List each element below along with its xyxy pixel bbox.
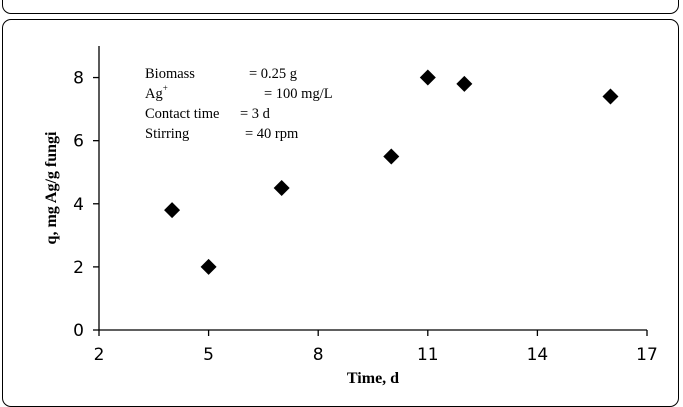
y-tick-label: 6 [73,132,84,152]
x-tick-label: 14 [527,345,549,365]
x-tick-label: 17 [636,345,658,365]
annotation-contact-time-value: = 3 d [240,106,271,122]
data-point-diamond [602,88,619,105]
y-tick-label: 4 [73,195,84,215]
data-point-diamond [419,69,436,86]
data-points [164,69,619,275]
x-tick-label: 8 [313,345,324,365]
y-ticks: 0 2 4 6 8 [73,69,99,341]
y-axis-title: q, mg Ag/g fungi [43,131,60,244]
data-point-diamond [456,75,473,92]
data-point-diamond [164,202,181,219]
annotation-stirring-label: Stirring [145,126,189,142]
annotation-ag-text: Ag [145,86,163,102]
annotation-box: Biomass = 0.25 g Ag+ = 100 mg/L Contact … [145,66,333,142]
x-ticks: 2 5 8 11 14 17 [94,330,658,365]
data-point-diamond [200,258,217,275]
annotation-ag-label: Ag+ [145,83,168,102]
y-tick-label: 2 [73,258,84,278]
annotation-ag-value: = 100 mg/L [264,86,333,102]
annotation-stirring-value: = 40 rpm [245,126,299,142]
y-tick-label: 8 [73,69,84,89]
annotation-ag-superscript: + [163,83,168,93]
axes [98,46,647,331]
top-panel-border [2,0,679,14]
annotation-contact-time-label: Contact time [145,106,220,122]
x-tick-label: 11 [417,345,439,365]
annotation-biomass-value: = 0.25 g [249,66,297,82]
data-point-diamond [383,148,400,165]
x-tick-label: 5 [203,345,214,365]
x-axis-title: Time, d [347,370,399,387]
y-tick-label: 0 [73,321,84,341]
chart-panel-border [2,19,679,407]
data-point-diamond [273,180,290,196]
annotation-biomass-label: Biomass [145,66,195,82]
x-tick-label: 2 [94,345,105,365]
